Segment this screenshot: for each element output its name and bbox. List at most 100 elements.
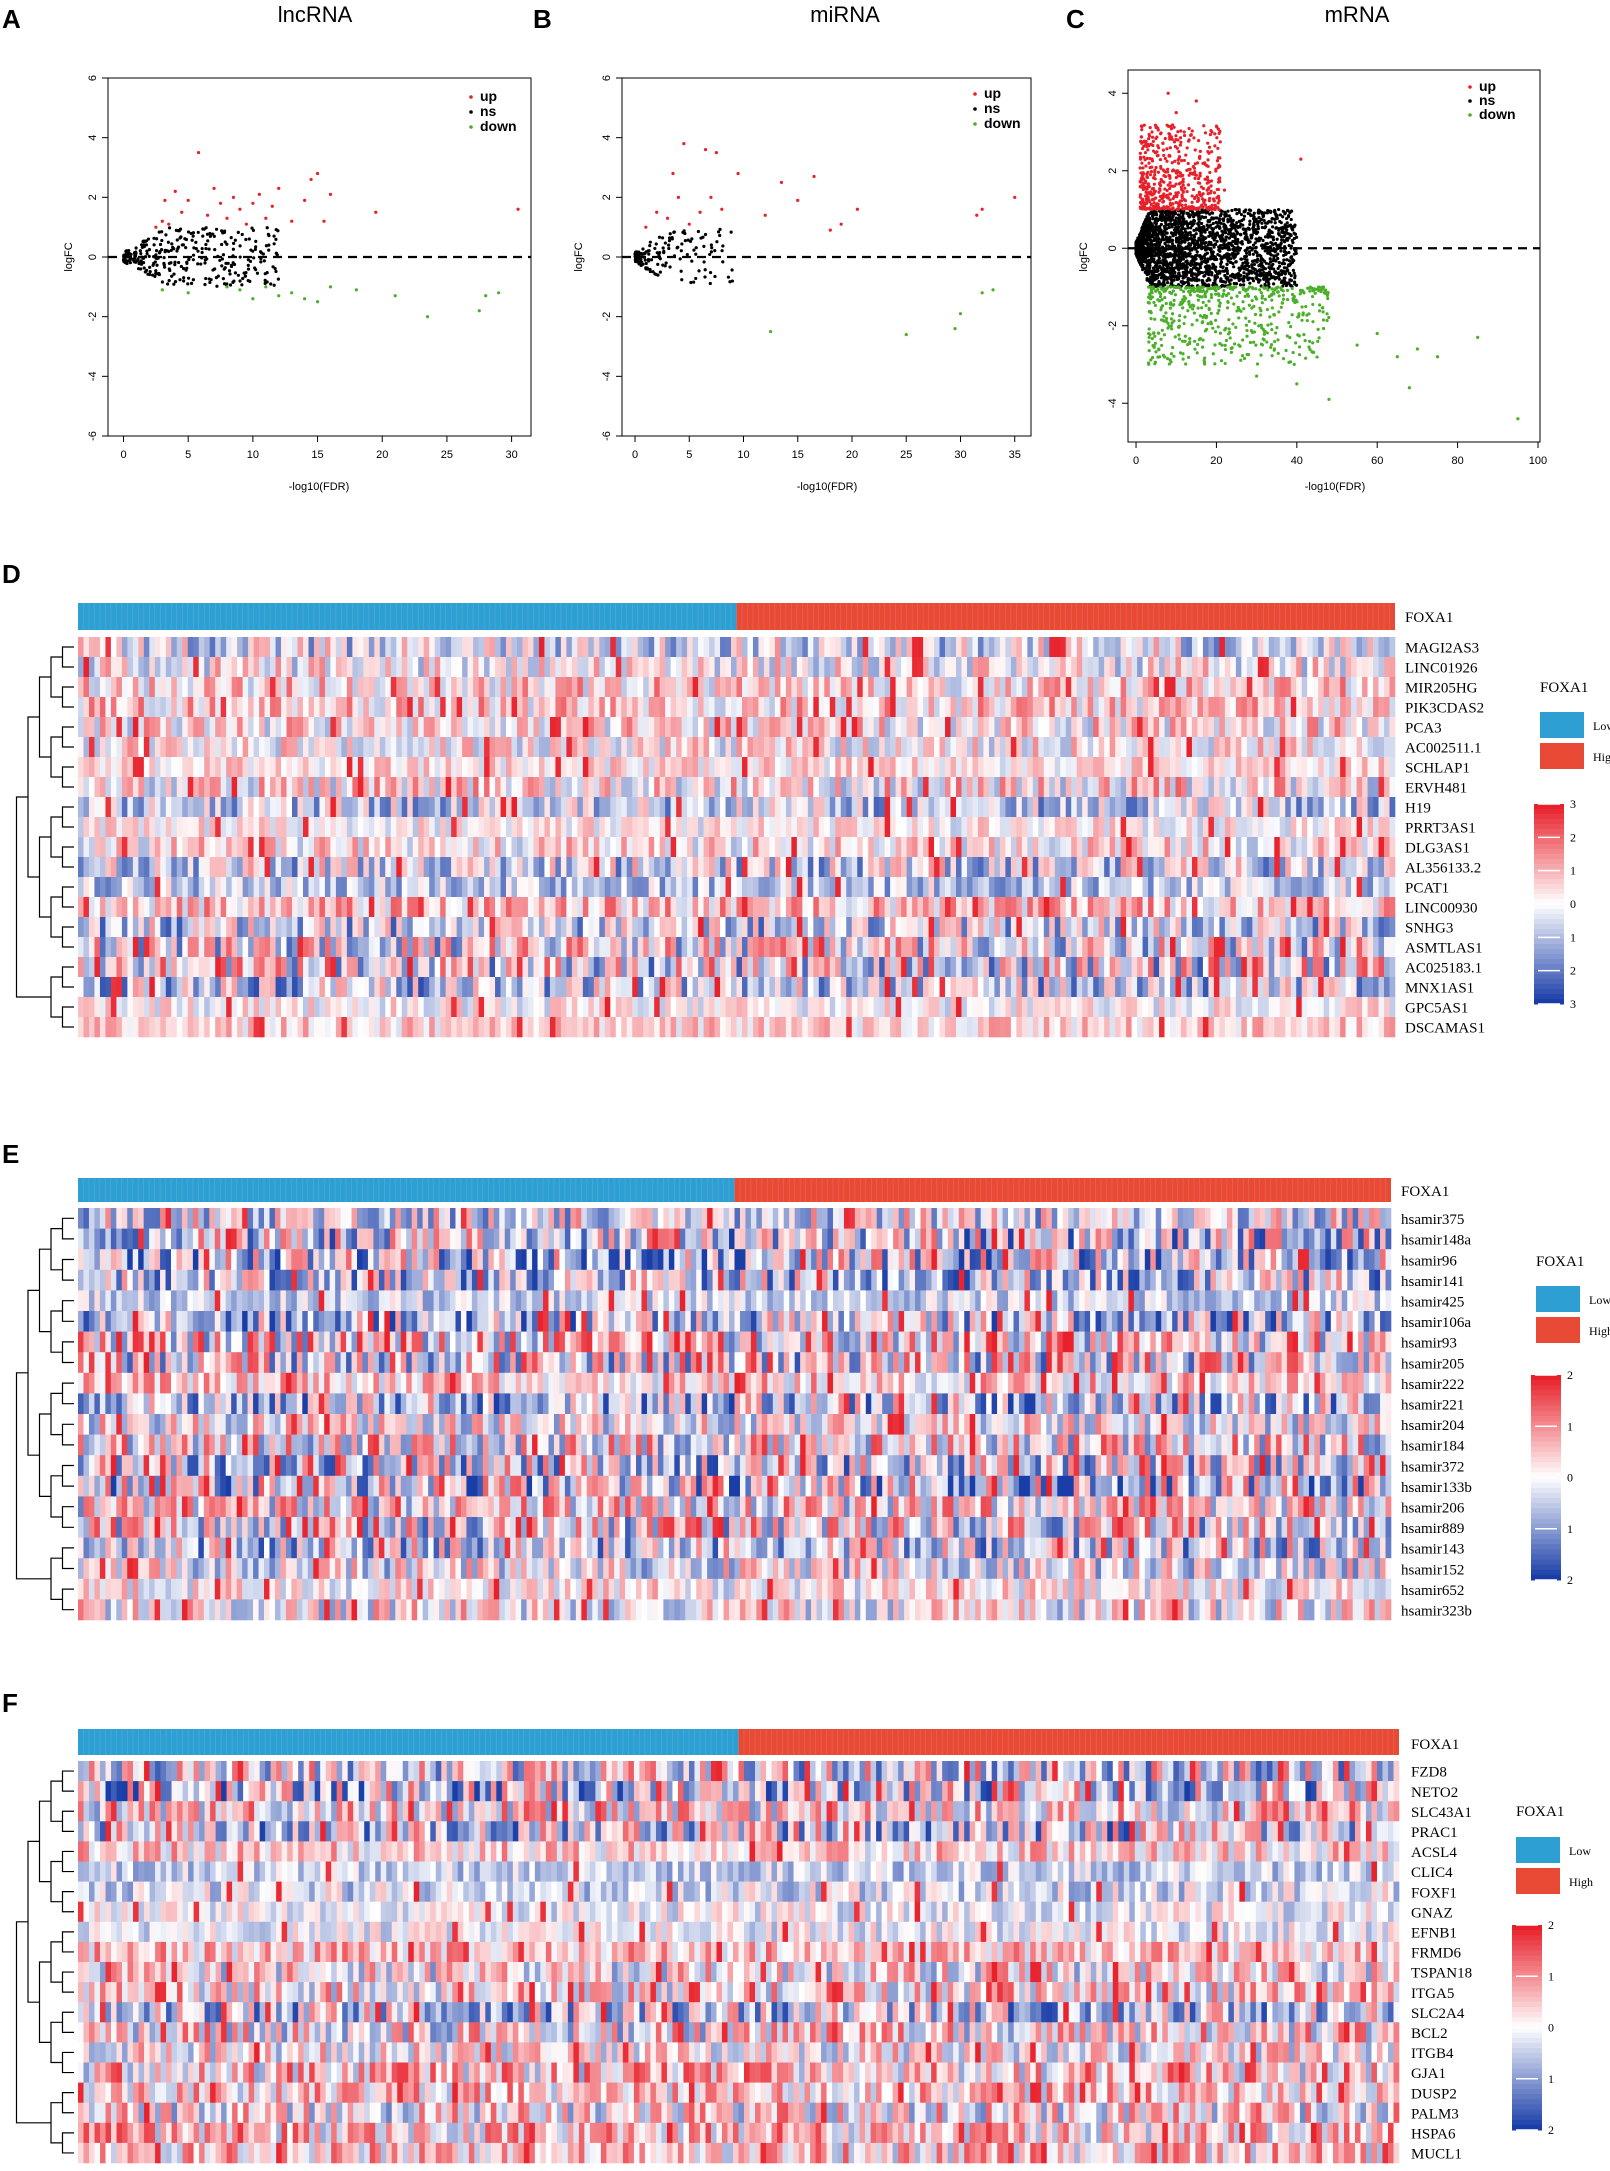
heatmap-cell [231, 697, 238, 718]
heatmap-cell [220, 677, 227, 698]
y-tick-label: -4 [87, 371, 99, 381]
ns-point [639, 263, 643, 268]
ns-point [1237, 224, 1241, 229]
down-point [1193, 347, 1197, 351]
up-point [1145, 191, 1149, 195]
legend-up-marker [1468, 85, 1472, 89]
up-point [671, 171, 675, 176]
y-tick-label: 6 [601, 75, 613, 81]
down-point [1269, 342, 1274, 347]
up-point [1188, 171, 1192, 175]
heatmap-cell [368, 677, 375, 698]
down-point [477, 309, 481, 313]
heatmap-cell [873, 657, 880, 678]
up-point [163, 198, 167, 202]
heatmap-cell [621, 677, 628, 698]
ns-point [1291, 241, 1295, 245]
up-point [1218, 164, 1222, 168]
down-point [1204, 303, 1208, 308]
down-point [1296, 333, 1300, 337]
heatmap-cell [1142, 657, 1149, 678]
heatmap-cell [1148, 657, 1154, 678]
ns-point [1249, 236, 1253, 240]
heatmap-cell [110, 697, 117, 718]
heatmap-cell [105, 657, 112, 678]
heatmap-cell [533, 677, 540, 698]
ns-point [1213, 232, 1217, 236]
ns-point [1200, 279, 1205, 283]
down-point [1209, 293, 1214, 297]
down-point [1305, 313, 1309, 317]
heatmap-cell [308, 637, 315, 658]
heatmap-cell [593, 677, 600, 698]
ns-point [1218, 226, 1222, 231]
heatmap-cell [1362, 637, 1368, 658]
down-point [1213, 362, 1217, 366]
heatmap-cell [1191, 677, 1198, 698]
up-point [736, 171, 740, 176]
ns-point [1231, 218, 1235, 223]
down-point [1232, 302, 1236, 306]
heatmap-cell [456, 657, 463, 678]
down-point [1206, 322, 1210, 326]
down-point [1181, 301, 1185, 305]
up-point [1144, 164, 1148, 168]
ns-point [196, 262, 200, 266]
down-point [1172, 303, 1176, 307]
x-tick-label: 20 [376, 449, 388, 461]
heatmap-cell [193, 697, 200, 718]
heatmap-cell [187, 637, 194, 658]
heatmap-cell [517, 657, 523, 678]
up-point [1146, 170, 1150, 174]
heatmap-cell [149, 637, 156, 658]
dendrogram-branch [38, 836, 51, 918]
heatmap-cell [774, 657, 781, 678]
dendrogram-branch [61, 846, 74, 868]
heatmap-cell [506, 697, 512, 718]
heatmap-cell [725, 677, 732, 698]
down-point [1260, 296, 1264, 300]
heatmap-cell [1098, 637, 1105, 658]
ns-point [1227, 245, 1231, 249]
ns-point [720, 249, 724, 253]
up-point [1205, 188, 1209, 192]
heatmap-cell [127, 657, 134, 678]
down-point [1304, 304, 1308, 309]
heatmap-cell [105, 637, 112, 658]
heatmap-cell [802, 637, 809, 658]
heatmap-cell [741, 677, 748, 698]
down-point [1154, 289, 1158, 293]
ns-point [166, 240, 170, 244]
ns-point [658, 270, 662, 274]
heatmap-cell [253, 677, 260, 698]
ns-point [153, 274, 157, 278]
up-point [1168, 146, 1172, 150]
heatmap-cell [785, 677, 792, 698]
heatmap-cell [533, 697, 540, 718]
heatmap-cell [341, 697, 348, 718]
ns-point [208, 234, 212, 238]
heatmap-cell [368, 697, 375, 718]
heatmap-cell [489, 677, 496, 698]
up-point [1201, 161, 1205, 166]
heatmap-cell [253, 657, 260, 678]
up-point [1175, 195, 1179, 199]
ns-point [1141, 225, 1145, 229]
heatmap-cell [357, 697, 364, 718]
ns-point [1251, 213, 1255, 218]
up-point [1187, 139, 1191, 143]
ns-point [1198, 266, 1203, 270]
heatmap-cell [324, 637, 331, 658]
up-point [1165, 147, 1169, 151]
ns-point [1163, 241, 1167, 246]
up-point [1147, 137, 1151, 141]
ns-point [1191, 276, 1195, 280]
heatmap-cell [785, 657, 792, 678]
chart-title: miRNA [810, 2, 880, 27]
heatmap-cell [851, 677, 858, 698]
heatmap-cell [1087, 657, 1094, 678]
ns-point [1139, 252, 1143, 257]
down-point [1266, 288, 1270, 292]
y-tick-label: 0 [601, 254, 613, 260]
